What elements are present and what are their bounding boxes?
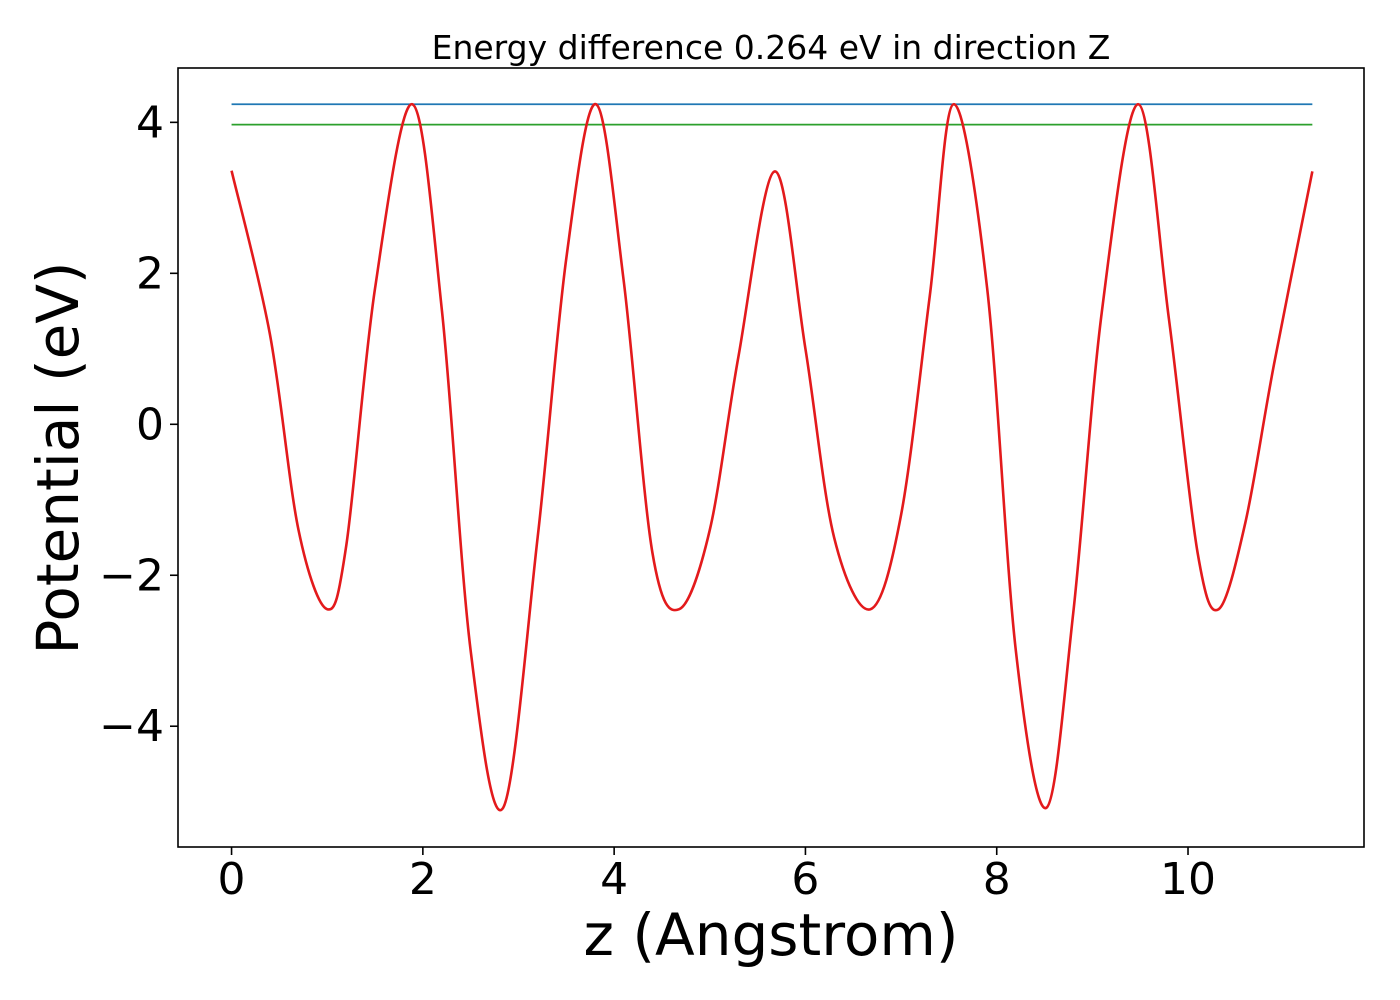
x-tick-label: 8	[983, 854, 1011, 905]
y-tick-label: −4	[99, 701, 164, 752]
plot-area-frame	[177, 67, 1365, 848]
y-tick-label: 0	[136, 399, 164, 450]
x-tick-label: 6	[791, 854, 819, 905]
y-tick-label: −2	[99, 550, 164, 601]
x-axis: 0 2 4 6 8 10	[218, 847, 1216, 905]
x-tick-label: 2	[409, 854, 437, 905]
y-axis: −4 −2 0 2 4	[99, 97, 178, 752]
x-axis-label: z (Angstrom)	[584, 901, 959, 969]
x-tick-label: 0	[218, 854, 246, 905]
y-axis-label: Potential (eV)	[24, 261, 92, 654]
chart-title: Energy difference 0.264 eV in direction …	[432, 28, 1111, 67]
potential-curve	[230, 102, 1314, 812]
x-tick-label: 10	[1160, 854, 1216, 905]
series-layer	[230, 102, 1314, 812]
x-tick-label: 4	[600, 854, 628, 905]
y-tick-label: 4	[136, 97, 164, 148]
y-tick-label: 2	[136, 248, 164, 299]
